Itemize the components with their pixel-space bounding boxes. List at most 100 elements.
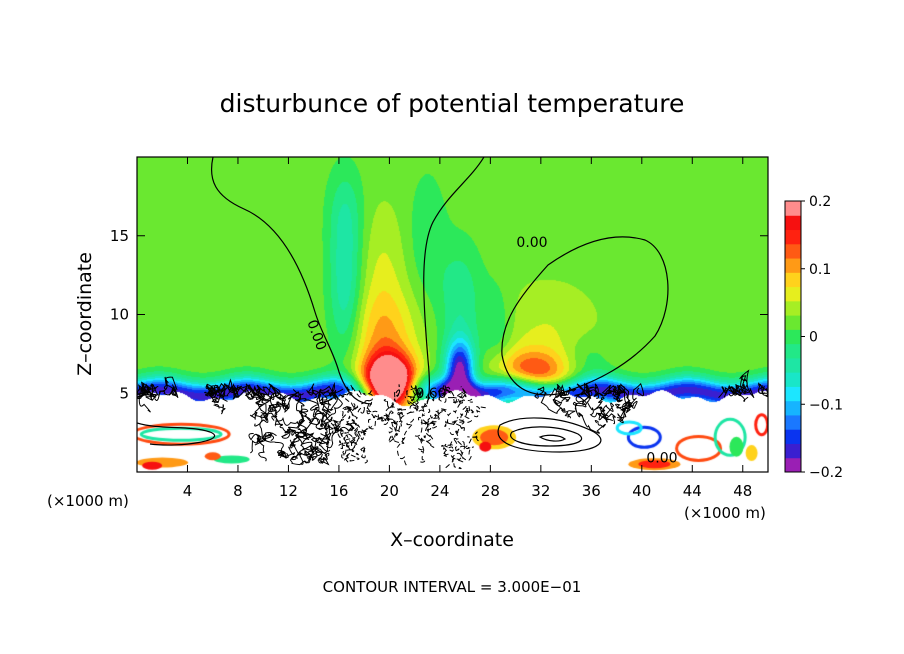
contour-lower-right (497, 417, 602, 453)
contour-turbulent (445, 438, 471, 469)
colorbar-tick-label: 0 (809, 330, 818, 346)
colorbar-swatch (785, 400, 801, 416)
contour-turbulent (426, 408, 447, 440)
contour-turbulent (318, 422, 346, 447)
contour-turbulent (348, 401, 360, 427)
colorbar-tick-label: −0.1 (809, 397, 843, 413)
x-tick-label: 12 (279, 482, 298, 500)
contour-turbulent (310, 431, 329, 443)
y-axis-label: Z–coordinate (74, 252, 96, 376)
x-tick-label: 4 (183, 482, 193, 500)
contour-turbulent (206, 382, 226, 403)
contour-turbulent (582, 386, 595, 406)
colorbar-swatch (785, 357, 801, 373)
contour-turbulent (556, 383, 571, 402)
contour-turbulent (259, 383, 282, 400)
contour-turbulent (337, 384, 362, 402)
contour-turbulent (424, 420, 438, 429)
contour-turbulent (205, 383, 219, 397)
contour-turbulent (722, 384, 749, 402)
contour-turbulent (407, 395, 426, 415)
contour-turbulent (555, 384, 577, 398)
contour-turbulent (443, 431, 479, 459)
contour-zero-left (210, 157, 373, 405)
colorbar-swatch (785, 457, 801, 473)
contour-turbulent (341, 438, 359, 460)
contour-turbulent (587, 383, 600, 399)
contour-turbulent (438, 388, 467, 404)
contour-lower-right-core (538, 434, 567, 442)
contour-zero-mid (423, 157, 485, 405)
contour-turbulent (271, 415, 306, 431)
contour-turbulent (572, 382, 593, 408)
contour-turbulent (534, 386, 563, 414)
contour-turbulent (255, 388, 273, 404)
contour-interval-note: CONTOUR INTERVAL = 3.000E−01 (323, 578, 582, 596)
x-tick-label: 28 (481, 482, 500, 500)
colorbar-swatch (785, 272, 801, 288)
contour-turbulent (617, 383, 638, 422)
contour-turbulent (137, 383, 154, 397)
colorbar-swatch (785, 315, 801, 330)
x-unit-right: (×1000 m) (684, 504, 766, 522)
colorbar-swatch (785, 286, 801, 302)
contour-turbulent (279, 424, 297, 439)
contour-turbulent (295, 412, 320, 459)
contour-turbulent (417, 414, 441, 425)
colorbar-tick-label: 0.2 (809, 194, 831, 210)
colorbar-swatch (785, 414, 801, 430)
x-tick-label: 24 (430, 482, 449, 500)
contour-turbulent (360, 445, 368, 464)
contour-turbulent (320, 381, 344, 428)
contour-turbulent (574, 390, 592, 413)
contour-turbulent (388, 425, 398, 444)
x-tick-label: 20 (380, 482, 399, 500)
colorbar-swatch (785, 229, 801, 245)
contour-turbulent (456, 405, 475, 435)
colorbar-swatch (785, 343, 801, 359)
contour-turbulent (340, 405, 355, 423)
contour-turbulent (741, 369, 755, 399)
x-tick-label: 8 (233, 482, 243, 500)
colorbar-swatch (785, 258, 801, 273)
x-tick-label: 16 (329, 482, 348, 500)
contour-turbulent (281, 429, 314, 461)
contour-turbulent (357, 402, 373, 415)
contour-turbulent (154, 384, 179, 401)
contour-turbulent (331, 416, 353, 463)
colorbar-swatch (785, 429, 801, 444)
contour-turbulent (228, 384, 262, 398)
contour-turbulent (306, 389, 327, 428)
x-tick-label: 48 (733, 482, 752, 500)
contour-turbulent (414, 392, 435, 437)
contour-turbulent (613, 390, 631, 419)
contour-turbulent (600, 404, 614, 423)
contour-turbulent (145, 376, 168, 402)
contour-turbulent (425, 398, 473, 431)
contour-turbulent (317, 385, 335, 414)
colorbar-swatch (785, 201, 801, 216)
chart-title: disturbunce of potential temperature (220, 89, 685, 118)
contour-turbulent (289, 445, 315, 466)
contour-turbulent (267, 402, 290, 413)
y-axis-ticks: 5 10 15 (110, 227, 768, 402)
x-axis-label: X–coordinate (390, 529, 514, 551)
contour-turbulent (388, 402, 407, 418)
contour-turbulent (301, 433, 330, 466)
contour-turbulent (337, 408, 359, 456)
contour-turbulent (593, 396, 609, 421)
x-tick-label: 44 (683, 482, 702, 500)
colorbar-tick-label: 0.1 (809, 262, 831, 278)
contour-turbulent (443, 386, 456, 404)
contour-label: 0.00 (646, 451, 677, 467)
colorbar-swatch (785, 443, 801, 459)
contour-turbulent (256, 436, 267, 462)
colorbar-ticks: 0.2 0.1 0 −0.1 −0.2 (801, 194, 843, 481)
contour-zero-right (501, 236, 669, 396)
contour-turbulent (250, 432, 277, 454)
colorbar-swatch (785, 300, 801, 316)
contour-turbulent (338, 420, 356, 450)
contour-turbulent (316, 432, 332, 452)
contour-turbulent (552, 399, 576, 419)
